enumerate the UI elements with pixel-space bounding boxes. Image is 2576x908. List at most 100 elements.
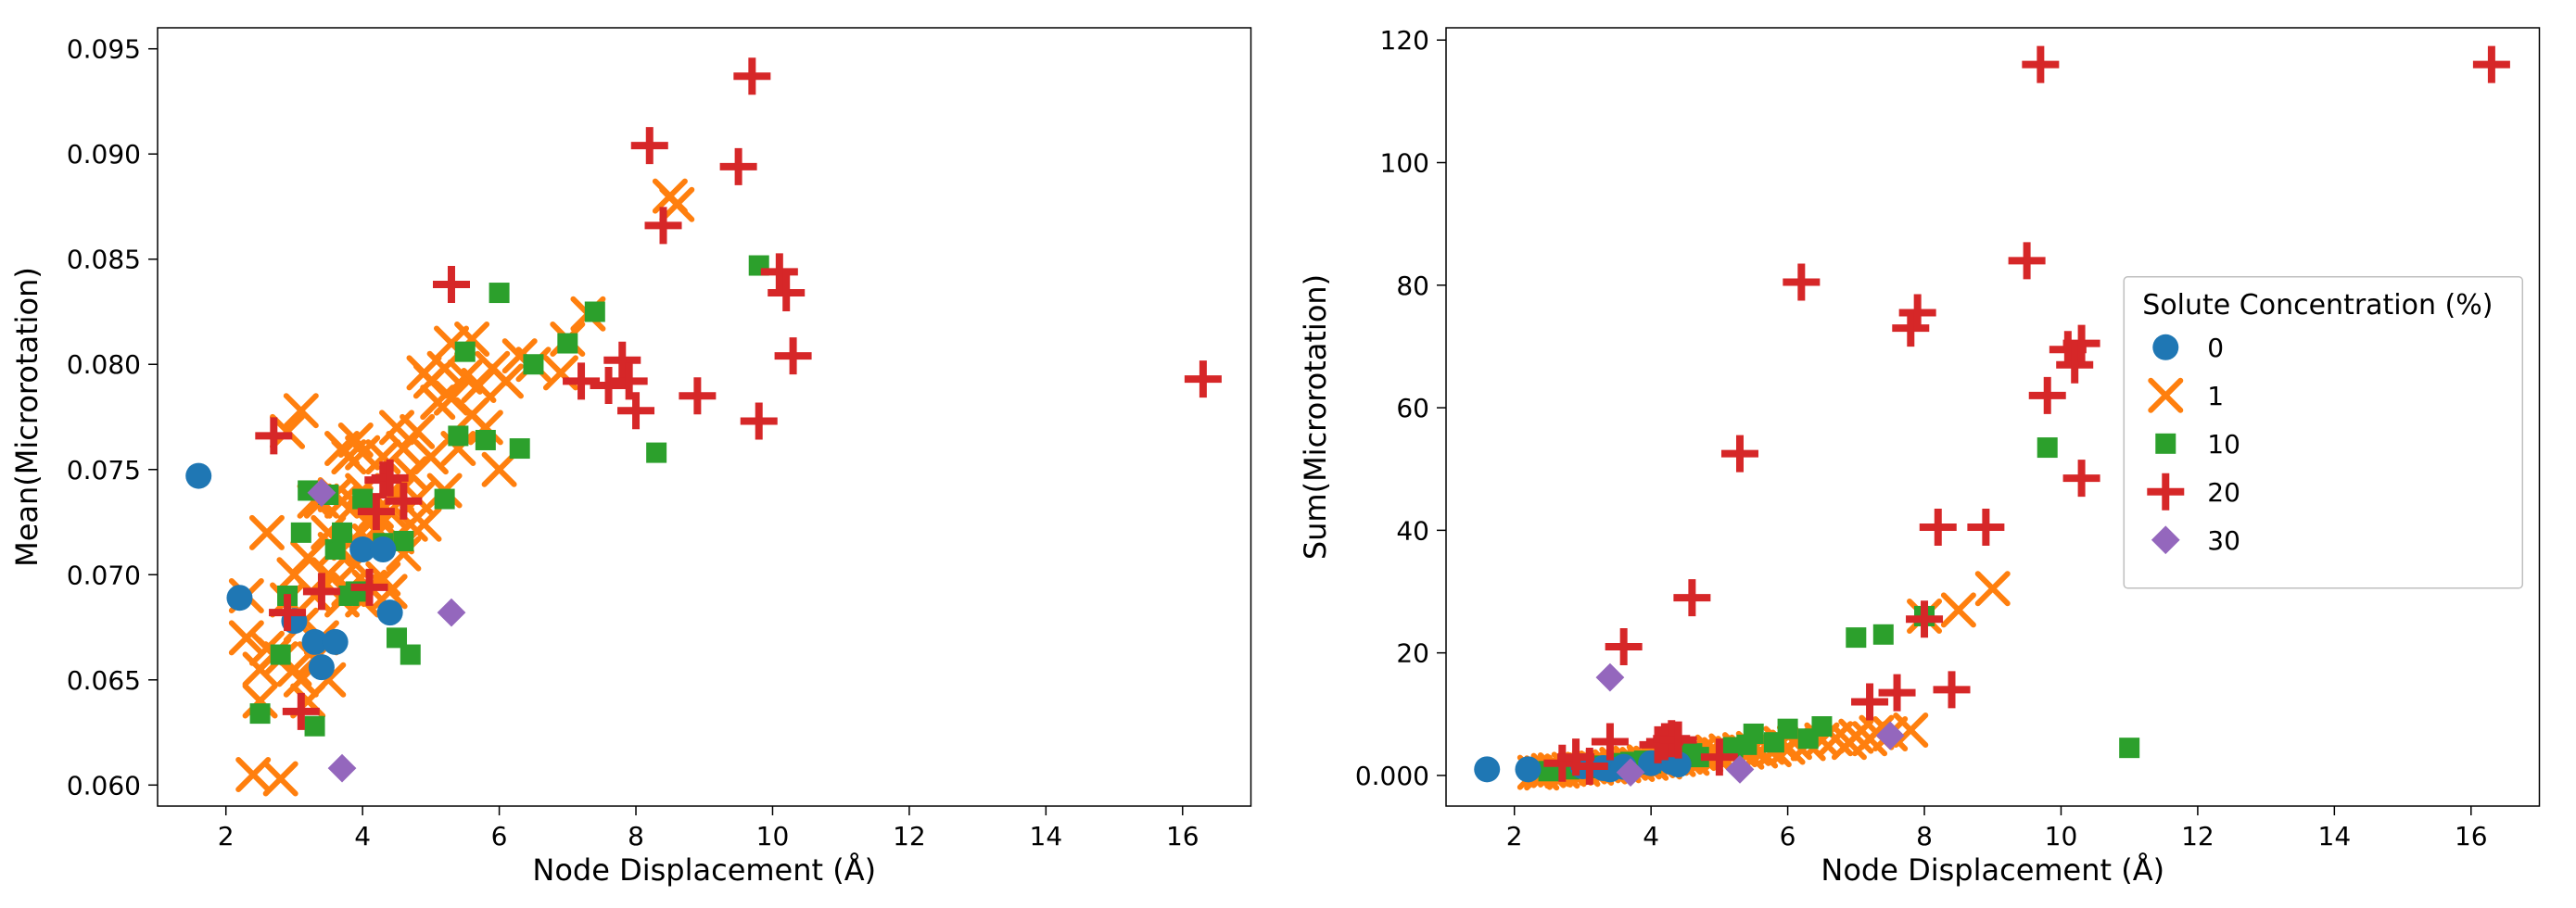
data-point (1595, 663, 1624, 692)
y-tick-label: 60 (1396, 393, 1429, 423)
y-tick-label: 0.095 (67, 34, 141, 65)
x-tick-label: 2 (218, 821, 235, 851)
data-point (1515, 756, 1541, 782)
data-point (1605, 628, 1642, 665)
data-point (352, 489, 373, 510)
figure: 2468101214160.0600.0650.0700.0750.0800.0… (0, 0, 2576, 908)
legend: Solute Concentration (%)01102030 (2124, 277, 2522, 588)
data-point (252, 518, 282, 548)
data-point (328, 754, 357, 783)
x-tick-label: 12 (893, 821, 926, 851)
data-point (720, 148, 757, 185)
data-point (185, 463, 211, 489)
data-point (1720, 435, 1758, 473)
data-point (2028, 377, 2065, 414)
y-tick-label: 0.075 (67, 455, 141, 486)
data-point (1743, 724, 1763, 744)
data-point (617, 392, 654, 429)
x-tick-label: 6 (1779, 821, 1796, 851)
data-point (611, 362, 648, 399)
x-axis-label: Node Displacement (Å) (532, 852, 876, 888)
data-point (271, 645, 291, 665)
left-panel: 2468101214160.0600.0650.0700.0750.0800.0… (0, 0, 1288, 908)
data-point (435, 489, 455, 510)
y-tick-label: 0.070 (67, 560, 141, 590)
y-axis-label: Mean(Microrotation) (9, 267, 44, 567)
data-point (448, 425, 468, 446)
x-tick-label: 8 (1916, 821, 1933, 851)
y-tick-label: 0.090 (67, 139, 141, 170)
legend-item-label: 20 (2207, 477, 2240, 508)
data-point (291, 523, 311, 543)
data-point (2037, 437, 2057, 458)
y-tick-label: 0.060 (67, 770, 141, 801)
data-point (679, 377, 716, 414)
x-axis-label: Node Displacement (Å) (1821, 852, 2164, 888)
data-point (2472, 46, 2509, 83)
data-point (393, 531, 413, 551)
legend-item-label: 1 (2207, 381, 2224, 411)
data-point (309, 654, 335, 680)
legend-marker-0-icon (2152, 334, 2178, 360)
data-point (476, 430, 496, 450)
data-point (455, 342, 476, 362)
data-point (1851, 684, 1888, 721)
data-point (1896, 715, 1925, 745)
x-tick-label: 10 (2044, 821, 2077, 851)
data-point (523, 354, 543, 374)
data-point (645, 207, 682, 244)
data-point (2022, 46, 2059, 83)
data-point (557, 334, 577, 354)
data-point (2008, 242, 2045, 279)
data-point (1474, 756, 1500, 782)
data-point (250, 703, 271, 724)
data-point (400, 645, 421, 665)
data-point (1967, 509, 2004, 546)
data-point (646, 443, 666, 463)
data-point (1185, 360, 1222, 397)
data-point (332, 523, 352, 543)
x-tick-label: 8 (628, 821, 644, 851)
data-point (323, 629, 349, 655)
data-point (1846, 627, 1866, 648)
data-point (305, 716, 325, 737)
data-point (585, 301, 605, 322)
y-tick-label: 100 (1379, 148, 1428, 179)
data-point (510, 438, 530, 459)
y-axis-label: Sum(Microrotation) (1298, 274, 1333, 560)
legend-item-label: 0 (2207, 333, 2224, 363)
data-point (775, 337, 812, 374)
x-tick-label: 16 (2454, 821, 2487, 851)
data-point (1811, 716, 1832, 737)
data-point (1872, 624, 1893, 645)
x-tick-label: 12 (2181, 821, 2214, 851)
x-tick-label: 10 (756, 821, 790, 851)
legend-marker-10-icon (2155, 434, 2176, 454)
data-point (1977, 574, 2007, 603)
y-tick-label: 0.085 (67, 245, 141, 275)
x-tick-label: 14 (2317, 821, 2351, 851)
x-tick-label: 2 (1505, 821, 1522, 851)
right-scatter-chart: 2468101214160.00020406080100120Node Disp… (1288, 0, 2576, 908)
data-point (1878, 675, 1915, 712)
y-tick-label: 0.080 (67, 349, 141, 380)
data-point (226, 585, 252, 611)
x-tick-label: 4 (1643, 821, 1659, 851)
y-tick-label: 120 (1379, 25, 1428, 56)
data-point (377, 599, 403, 625)
data-point (768, 274, 805, 311)
data-point (733, 57, 770, 95)
legend-title: Solute Concentration (%) (2142, 289, 2493, 322)
data-point (433, 266, 470, 303)
x-tick-label: 6 (491, 821, 508, 851)
x-tick-label: 4 (354, 821, 371, 851)
data-point (1777, 719, 1797, 739)
x-tick-label: 14 (1030, 821, 1063, 851)
legend-item-label: 10 (2207, 429, 2240, 460)
data-point (1943, 595, 1973, 624)
y-tick-label: 80 (1396, 271, 1429, 301)
y-tick-label: 40 (1396, 515, 1429, 546)
y-tick-label: 20 (1396, 638, 1429, 669)
y-tick-label: 0.065 (67, 665, 141, 696)
data-point (1919, 509, 1956, 546)
